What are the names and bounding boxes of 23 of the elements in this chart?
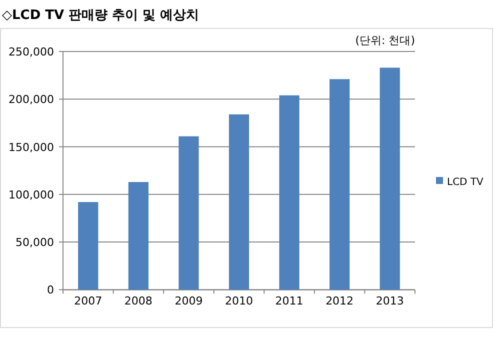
y-tick-label: 250,000 bbox=[8, 46, 54, 58]
y-tick-label: 150,000 bbox=[8, 140, 54, 154]
y-tick-label: 100,000 bbox=[8, 188, 54, 202]
bar bbox=[78, 202, 98, 290]
x-tick-label: 2010 bbox=[225, 294, 253, 308]
x-tick-label: 2012 bbox=[326, 294, 354, 308]
bar bbox=[330, 79, 350, 290]
y-tick-label: 0 bbox=[47, 284, 54, 297]
x-tick-label: 2009 bbox=[174, 294, 203, 308]
x-tick-label: 2007 bbox=[74, 294, 102, 308]
text: (단위: 천대) bbox=[355, 34, 415, 47]
y-tick-label: 200,000 bbox=[8, 93, 54, 106]
x-tick-label: 2013 bbox=[376, 294, 404, 308]
chart-title: ◇LCD TV 판매량 추이 및 예상치 bbox=[2, 8, 200, 23]
bar bbox=[128, 182, 148, 290]
legend-label: LCD TV bbox=[447, 177, 484, 188]
bar bbox=[178, 136, 199, 290]
bar bbox=[228, 114, 250, 290]
bar bbox=[279, 95, 300, 290]
x-tick-label: 2008 bbox=[124, 294, 152, 308]
y-tick-label: 50,000 bbox=[16, 236, 54, 250]
x-tick-label: 2011 bbox=[275, 294, 304, 308]
bar bbox=[380, 68, 400, 290]
